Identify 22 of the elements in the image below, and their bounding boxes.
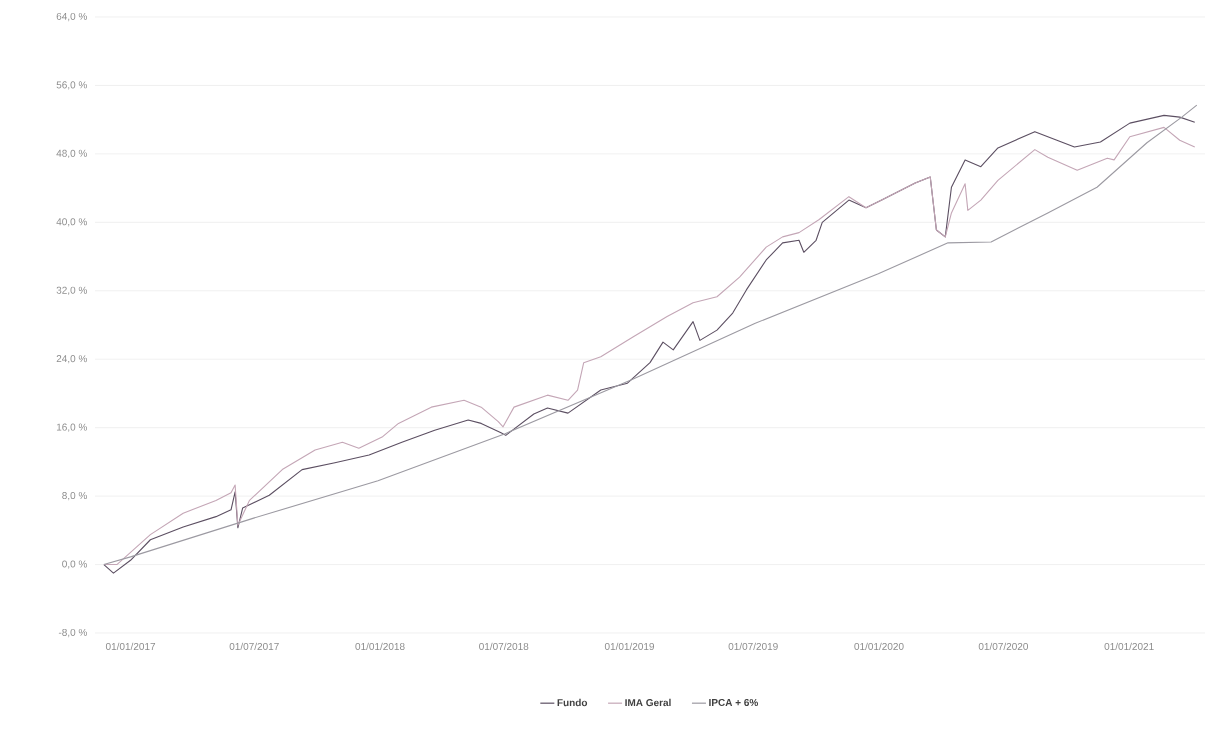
y-tick-label: 16,0 % — [56, 423, 87, 432]
x-tick-label: 01/07/2019 — [728, 642, 778, 651]
y-tick-label: 0,0 % — [62, 560, 87, 569]
legend-label: Fundo — [557, 698, 588, 707]
y-tick-label: 56,0 % — [56, 81, 87, 90]
y-tick-label: 8,0 % — [62, 491, 87, 501]
x-tick-label: 01/01/2017 — [105, 642, 156, 651]
x-tick-label: 01/07/2020 — [978, 642, 1029, 651]
x-tick-label: 01/07/2017 — [229, 642, 279, 651]
legend-label: IPCA + 6% — [709, 698, 759, 707]
y-tick-label: 40,0 % — [56, 218, 87, 227]
x-tick-label: 01/07/2018 — [479, 642, 529, 651]
x-tick-label: 01/01/2018 — [355, 642, 405, 651]
y-tick-label: -8,0 % — [58, 628, 87, 638]
y-tick-label: 24,0 % — [56, 355, 87, 364]
x-tick-label: 01/01/2021 — [1104, 642, 1154, 651]
x-tick-label: 01/01/2019 — [604, 642, 655, 651]
legend-label: IMA Geral — [625, 698, 671, 707]
x-tick-label: 01/01/2020 — [854, 642, 904, 651]
y-tick-label: 32,0 % — [56, 286, 87, 295]
y-tick-label: 48,0 % — [56, 149, 87, 159]
y-tick-label: 64,0 % — [56, 12, 87, 22]
